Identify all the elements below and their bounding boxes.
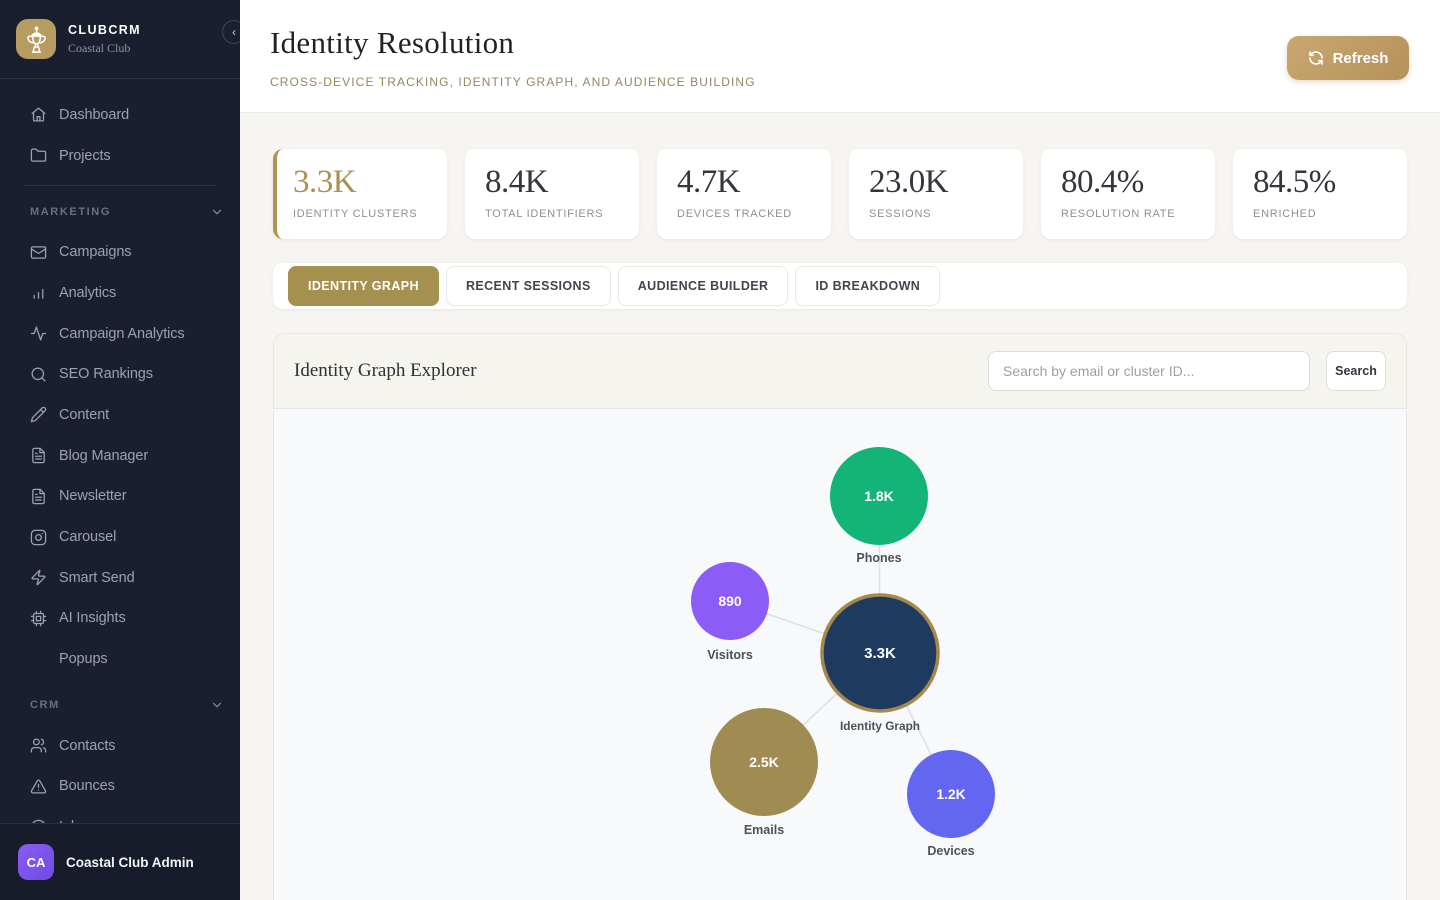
svg-text:Visitors: Visitors	[707, 648, 753, 662]
svg-text:3.3K: 3.3K	[864, 645, 896, 662]
svg-text:890: 890	[718, 593, 742, 609]
svg-text:1.2K: 1.2K	[936, 786, 966, 802]
svg-text:2.5K: 2.5K	[749, 754, 779, 770]
svg-text:Devices: Devices	[927, 844, 974, 858]
svg-text:Phones: Phones	[856, 551, 901, 565]
svg-text:Identity Graph: Identity Graph	[840, 719, 920, 733]
svg-text:1.8K: 1.8K	[864, 488, 894, 504]
svg-text:Emails: Emails	[744, 823, 784, 837]
